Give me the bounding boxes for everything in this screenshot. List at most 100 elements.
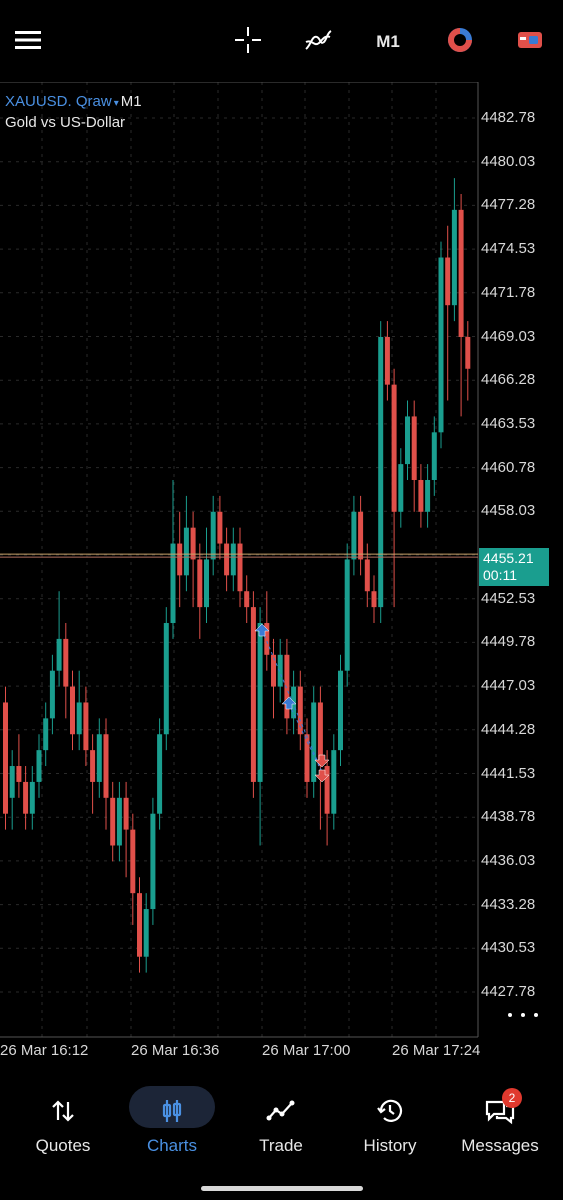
active-tab-indicator xyxy=(129,1086,215,1128)
sell-arrow-icon xyxy=(314,769,330,783)
candle-body xyxy=(378,336,384,608)
candle-body xyxy=(83,702,89,751)
candle-body xyxy=(364,559,370,592)
candle-body xyxy=(143,909,149,957)
candle-body xyxy=(284,654,290,719)
price-tick-label: 4477.28 xyxy=(481,196,536,214)
account-icon xyxy=(515,25,545,60)
candle-body xyxy=(183,527,189,576)
nav-charts-label: Charts xyxy=(146,1136,198,1155)
nav-quotes[interactable]: Quotes xyxy=(13,1088,113,1168)
buy-arrow-icon xyxy=(281,696,297,710)
price-tick-label: 4444.28 xyxy=(481,720,536,738)
price-tick-label: 4438.78 xyxy=(481,808,536,826)
price-tick-label: 4447.03 xyxy=(481,677,536,695)
nav-messages[interactable]: Messages xyxy=(450,1088,550,1168)
candle-body xyxy=(317,702,323,767)
account-button[interactable] xyxy=(510,22,550,62)
candle-body xyxy=(351,511,357,560)
candle-body xyxy=(49,670,55,719)
candle-body xyxy=(76,702,82,735)
symbol-dropdown-icon[interactable]: ▾ xyxy=(113,98,119,109)
candle-body xyxy=(458,209,464,337)
candle-body xyxy=(16,766,22,782)
candle-body xyxy=(331,750,337,814)
candle-body xyxy=(63,638,69,687)
symbol-description: Gold vs US-Dollar xyxy=(5,114,126,131)
more-options-button[interactable] xyxy=(508,1004,538,1026)
one-click-trading-button[interactable] xyxy=(440,22,480,62)
candle-body xyxy=(391,384,397,512)
candle-body xyxy=(70,686,75,735)
charts-icon xyxy=(122,1088,222,1134)
candle-body xyxy=(137,893,142,957)
candle-body xyxy=(43,718,49,751)
price-tick-label: 4427.78 xyxy=(481,983,536,1000)
price-chart[interactable]: XAUUSD. Qraw ▾ M1 Gold vs US-Dollar 4482.7… xyxy=(0,82,563,1070)
nav-trade[interactable]: Trade xyxy=(231,1088,331,1168)
candle-body xyxy=(324,766,330,814)
candle-body xyxy=(23,781,29,814)
candle-body xyxy=(338,670,343,751)
timeframe-button[interactable]: M1 xyxy=(376,32,400,51)
trade-icon xyxy=(231,1088,331,1134)
time-tick-label: 26 Mar 16:12 xyxy=(0,1042,89,1059)
candle-body xyxy=(304,734,310,782)
home-indicator[interactable] xyxy=(201,1186,363,1191)
price-tick-label: 4474.53 xyxy=(481,240,536,258)
messages-icon xyxy=(450,1088,550,1134)
candle-body xyxy=(130,829,136,894)
candle-body xyxy=(311,702,317,782)
candle-body xyxy=(204,559,209,608)
candle-body xyxy=(96,734,102,782)
candle-body xyxy=(398,464,404,512)
nav-messages-label: Messages xyxy=(461,1136,539,1155)
dot-icon xyxy=(534,1013,538,1017)
history-icon xyxy=(340,1088,440,1134)
indicators-button[interactable] xyxy=(298,22,338,62)
candle-body xyxy=(344,559,350,671)
time-tick-label: 26 Mar 16:36 xyxy=(131,1042,220,1059)
candle-body xyxy=(210,511,216,560)
candle-body xyxy=(431,432,437,480)
candle-body xyxy=(230,543,236,576)
price-tick-label: 4441.53 xyxy=(481,764,536,782)
price-tick-label: 4466.28 xyxy=(481,371,536,389)
candle-body xyxy=(103,734,109,798)
price-tick-label: 4430.53 xyxy=(481,939,536,957)
candle-body xyxy=(264,623,270,655)
candle-body xyxy=(244,591,250,608)
candle-body xyxy=(110,797,116,846)
crosshair-button[interactable] xyxy=(228,22,268,62)
candle-body xyxy=(3,702,8,814)
symbol-name[interactable]: XAUUSD. Qraw xyxy=(5,93,112,110)
price-tick-label: 4436.03 xyxy=(481,851,536,869)
candle-body xyxy=(150,813,156,910)
candle-body xyxy=(418,479,424,512)
symbol-timeframe: M1 xyxy=(120,93,142,110)
menu-button[interactable] xyxy=(8,22,48,62)
candle-body xyxy=(197,559,203,608)
indicators-icon xyxy=(303,25,333,60)
symbol-header[interactable]: XAUUSD. Qraw ▾ M1 xyxy=(5,93,142,110)
candle-body xyxy=(371,591,377,608)
sell-arrow-icon xyxy=(314,754,330,768)
nav-history[interactable]: History xyxy=(340,1088,440,1168)
price-tick-label: 4469.03 xyxy=(481,327,536,345)
bar-countdown: 00:11 xyxy=(483,567,517,583)
candle-body xyxy=(29,781,35,814)
nav-charts[interactable]: Charts xyxy=(122,1088,222,1168)
candle-body xyxy=(190,527,196,560)
nav-history-label: History xyxy=(363,1136,417,1155)
candle-body xyxy=(411,416,417,480)
candle-body xyxy=(451,209,457,306)
candle-body xyxy=(257,623,263,782)
bottom-navigation: Quotes Charts Trade History Messages xyxy=(0,1070,563,1200)
price-tick-label: 4460.78 xyxy=(481,458,536,476)
candle-body xyxy=(277,654,283,687)
chart-canvas[interactable] xyxy=(0,82,563,1070)
price-tick-label: 4482.78 xyxy=(481,109,536,126)
candle-body xyxy=(177,543,183,576)
one-click-trading-icon xyxy=(445,25,475,60)
nav-quotes-label: Quotes xyxy=(35,1136,91,1155)
